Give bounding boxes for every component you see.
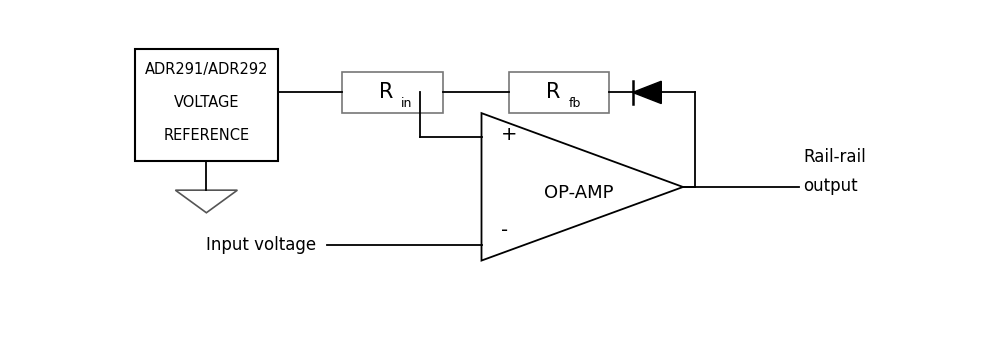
Text: Rail-rail: Rail-rail bbox=[803, 148, 866, 166]
Polygon shape bbox=[633, 81, 661, 103]
Bar bbox=[135, 49, 278, 161]
Text: output: output bbox=[803, 177, 858, 195]
Text: fb: fb bbox=[569, 97, 581, 110]
Text: R: R bbox=[379, 82, 394, 102]
Text: +: + bbox=[501, 126, 517, 145]
Text: VOLTAGE: VOLTAGE bbox=[174, 95, 239, 110]
Text: R: R bbox=[546, 82, 560, 102]
Bar bbox=[509, 72, 609, 113]
Bar bbox=[342, 72, 443, 113]
Text: ADR291/ADR292: ADR291/ADR292 bbox=[145, 62, 268, 77]
Text: -: - bbox=[501, 220, 508, 239]
Text: Input voltage: Input voltage bbox=[206, 236, 316, 254]
Text: OP-AMP: OP-AMP bbox=[544, 184, 613, 202]
Text: REFERENCE: REFERENCE bbox=[163, 128, 249, 143]
Text: in: in bbox=[401, 97, 412, 110]
